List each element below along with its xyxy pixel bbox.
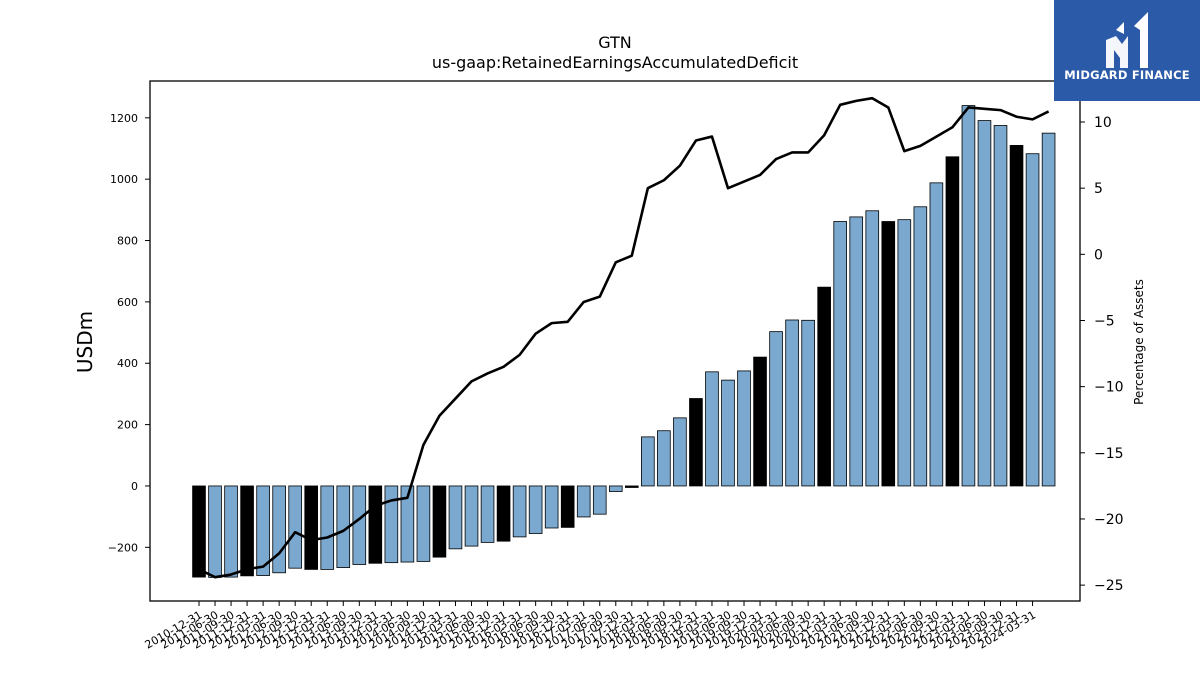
bar-2021-12-31 — [897, 219, 912, 487]
y2-tick-label: 0 — [1094, 247, 1103, 263]
bar-2016-12-31 — [576, 485, 591, 518]
bar-2020-09-30 — [817, 286, 831, 487]
bar-2022-03-31 — [913, 206, 928, 487]
bar-2017-06-30 — [608, 485, 623, 492]
axes-layer: −200 0 200 400 600 800 1000 1200 −25 −20 −15 −10 −5 0… — [108, 112, 1124, 652]
bar-2015-06-30 — [480, 485, 495, 543]
bar-2020-06-30 — [801, 319, 815, 487]
y2-axis-label: Percentage of Assets — [1132, 279, 1146, 405]
bar-2011-03-31 — [208, 485, 222, 578]
y2-tick-label: −10 — [1094, 380, 1124, 396]
chart-title: GTN — [598, 33, 632, 52]
bar-2020-03-31 — [785, 319, 799, 487]
bar-2011-06-30 — [224, 485, 238, 578]
bar-2013-12-31 — [384, 485, 399, 564]
y-tick-label: 400 — [117, 357, 138, 370]
y-tick-label: 1000 — [110, 173, 138, 186]
chart-subtitle: us-gaap:RetainedEarningsAccumulatedDefic… — [432, 53, 798, 72]
bar-2013-09-30 — [368, 485, 383, 564]
y-tick-label: 200 — [117, 419, 138, 432]
y2-tick-label: 5 — [1094, 181, 1103, 197]
bar-2010-12-31 — [192, 485, 206, 578]
bar-2019-06-30 — [737, 370, 751, 487]
bar-2022-09-30 — [945, 156, 960, 487]
bar-2024-03-31 — [1041, 132, 1056, 487]
y-axis-label: USDm — [73, 311, 97, 373]
brand-logo: MIDGARD FINANCE — [1054, 0, 1200, 101]
y-tick-label: 800 — [117, 235, 138, 248]
y2-tick-label: −20 — [1094, 512, 1124, 528]
series-line-percentage-of-assets — [198, 96, 1050, 579]
bar-2015-12-31 — [512, 485, 527, 538]
bar-2018-12-31 — [705, 371, 719, 487]
bar-2019-12-31 — [769, 331, 783, 487]
bar-2012-03-31 — [272, 485, 286, 574]
bar-2016-09-30 — [560, 485, 575, 528]
plot-frame — [149, 80, 1081, 602]
bar-2022-06-30 — [929, 182, 944, 487]
bar-2023-03-31 — [977, 120, 992, 487]
bar-2017-09-30 — [625, 485, 639, 488]
bar-2018-09-30 — [689, 398, 703, 487]
y-tick-label: −200 — [108, 541, 138, 554]
bar-2019-03-31 — [721, 379, 735, 487]
bar-2012-06-30 — [288, 485, 302, 569]
bar-2015-03-31 — [464, 485, 479, 547]
bar-2020-12-31 — [833, 221, 847, 487]
bar-2011-12-31 — [256, 485, 270, 576]
logo-text: MIDGARD FINANCE — [1064, 68, 1190, 82]
bar-2014-09-30 — [432, 485, 447, 558]
bar-2012-12-31 — [320, 485, 335, 570]
midgard-logo-icon — [1106, 12, 1148, 68]
bar-2018-06-30 — [673, 417, 687, 487]
bar-2019-09-30 — [753, 356, 767, 487]
bar-2014-06-30 — [416, 485, 431, 562]
bar-2021-06-30 — [865, 210, 880, 487]
y-tick-label: 1200 — [110, 112, 138, 125]
y-tick-label: 600 — [117, 296, 138, 309]
bar-2016-06-30 — [544, 485, 559, 529]
bars-layer — [192, 105, 1056, 578]
bar-2023-09-30 — [1009, 145, 1024, 487]
line-layer — [198, 96, 1050, 579]
bar-2011-09-30 — [240, 485, 254, 577]
bar-2017-12-31 — [641, 436, 655, 487]
y2-tick-label: −5 — [1094, 313, 1115, 329]
bar-2016-03-31 — [528, 485, 543, 534]
bar-2023-12-31 — [1025, 153, 1040, 487]
bar-2012-09-30 — [304, 485, 319, 570]
bar-2017-03-31 — [592, 485, 607, 515]
bar-2013-06-30 — [352, 485, 367, 565]
bar-2022-12-31 — [961, 105, 976, 487]
bar-2023-06-30 — [993, 125, 1008, 487]
bar-2018-03-31 — [657, 430, 671, 487]
bar-2021-09-30 — [881, 221, 896, 487]
bar-2014-12-31 — [448, 485, 463, 550]
y2-tick-label: −15 — [1094, 446, 1124, 462]
bar-2014-03-31 — [400, 485, 415, 563]
y2-tick-label: −25 — [1094, 578, 1124, 594]
y-tick-label: 0 — [131, 480, 138, 493]
bar-2015-09-30 — [496, 485, 511, 542]
bar-2021-03-31 — [849, 216, 864, 487]
y2-tick-label: 10 — [1094, 115, 1112, 131]
